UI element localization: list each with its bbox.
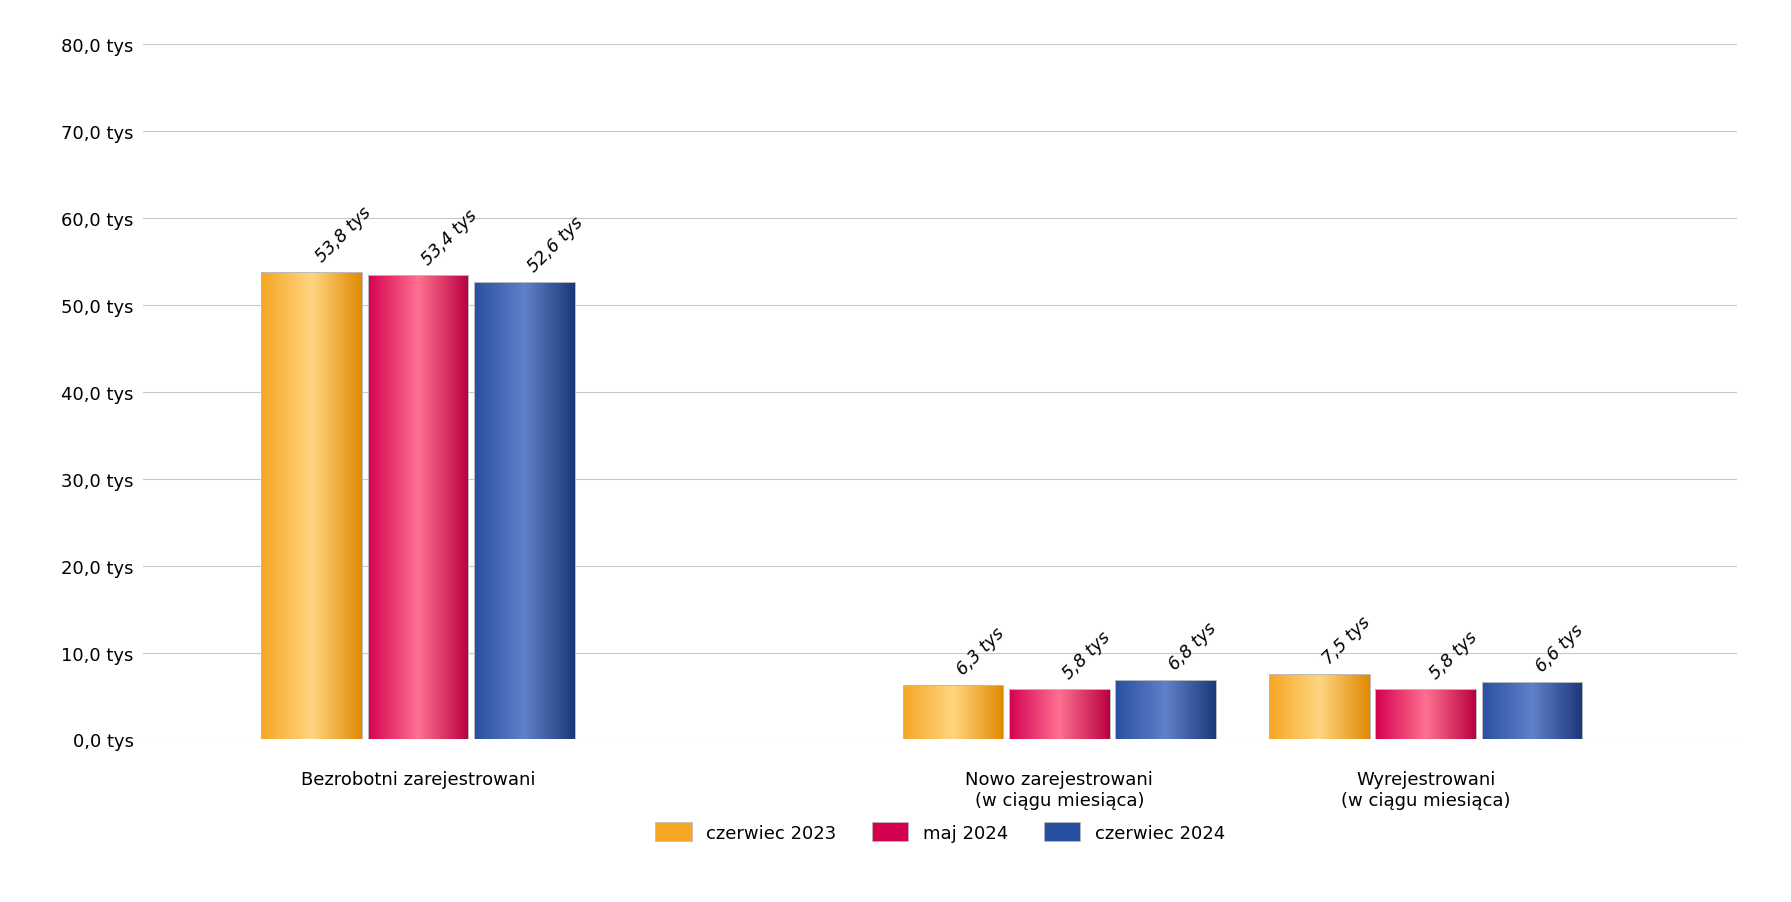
- Text: 5,8 tys: 5,8 tys: [1426, 628, 1481, 682]
- Text: Bezrobotni zarejestrowani: Bezrobotni zarejestrowani: [301, 770, 536, 788]
- Text: Nowo zarejestrowani
(w ciągu miesiąca): Nowo zarejestrowani (w ciągu miesiąca): [965, 770, 1153, 809]
- Text: Wyrejestrowani
(w ciągu miesiąca): Wyrejestrowani (w ciągu miesiąca): [1341, 770, 1510, 809]
- Bar: [1116, 681, 1216, 740]
- Text: 53,8 tys: 53,8 tys: [312, 203, 374, 265]
- Bar: [367, 276, 469, 740]
- Text: 53,4 tys: 53,4 tys: [417, 207, 480, 269]
- Text: 7,5 tys: 7,5 tys: [1320, 613, 1374, 667]
- Legend: czerwiec 2023, maj 2024, czerwiec 2024: czerwiec 2023, maj 2024, czerwiec 2024: [656, 822, 1225, 842]
- Bar: [1008, 689, 1110, 740]
- Bar: [903, 685, 1003, 740]
- Text: 6,6 tys: 6,6 tys: [1531, 621, 1587, 676]
- Bar: [475, 283, 575, 740]
- Bar: [261, 272, 362, 740]
- Text: 5,8 tys: 5,8 tys: [1058, 628, 1114, 682]
- Text: 6,8 tys: 6,8 tys: [1166, 619, 1220, 674]
- Bar: [1270, 675, 1370, 740]
- Bar: [1481, 682, 1583, 740]
- Text: 6,3 tys: 6,3 tys: [953, 623, 1008, 678]
- Text: 52,6 tys: 52,6 tys: [525, 214, 587, 276]
- Bar: [1375, 689, 1476, 740]
